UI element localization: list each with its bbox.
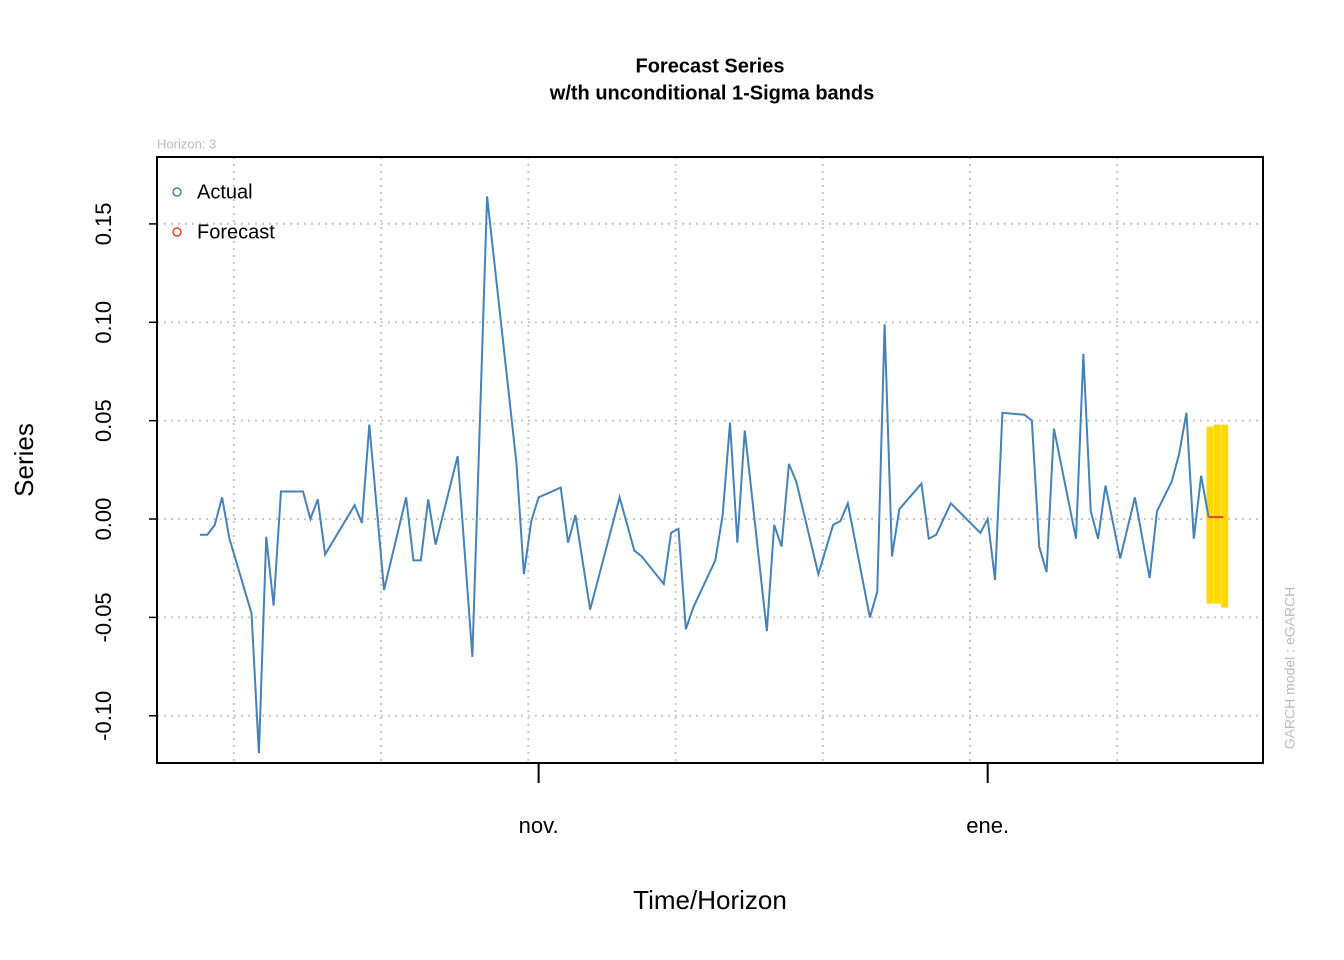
legend-marker: [172, 227, 182, 237]
x-tick-label: nov.: [519, 813, 559, 838]
chart-subtitle: w/th unconditional 1-Sigma bands: [549, 82, 874, 104]
plot-frame: [156, 156, 1264, 764]
y-tick-label: 0.00: [91, 498, 116, 541]
y-tick-label: -0.10: [91, 691, 116, 741]
x-tick-label: ene.: [966, 813, 1009, 838]
chart-title: Forecast Series: [636, 55, 785, 77]
sigma-band: [1221, 424, 1229, 608]
x-axis-label: Time/Horizon: [633, 885, 787, 915]
legend-label: Forecast: [197, 221, 275, 243]
series-line: [199, 196, 1210, 754]
y-tick-label: 0.10: [91, 301, 116, 344]
y-tick-label: 0.05: [91, 399, 116, 442]
y-tick-label: 0.15: [91, 202, 116, 245]
sigma-band: [1213, 424, 1221, 604]
y-axis-label: Series: [9, 423, 39, 497]
legend-label: Actual: [197, 181, 253, 203]
y-tick-label: -0.05: [91, 592, 116, 642]
legend-marker: [172, 187, 182, 197]
annotation: Horizon: 3: [157, 136, 216, 151]
side-note: GARCH model : eGARCH: [1282, 587, 1298, 750]
sigma-band: [1206, 426, 1214, 604]
